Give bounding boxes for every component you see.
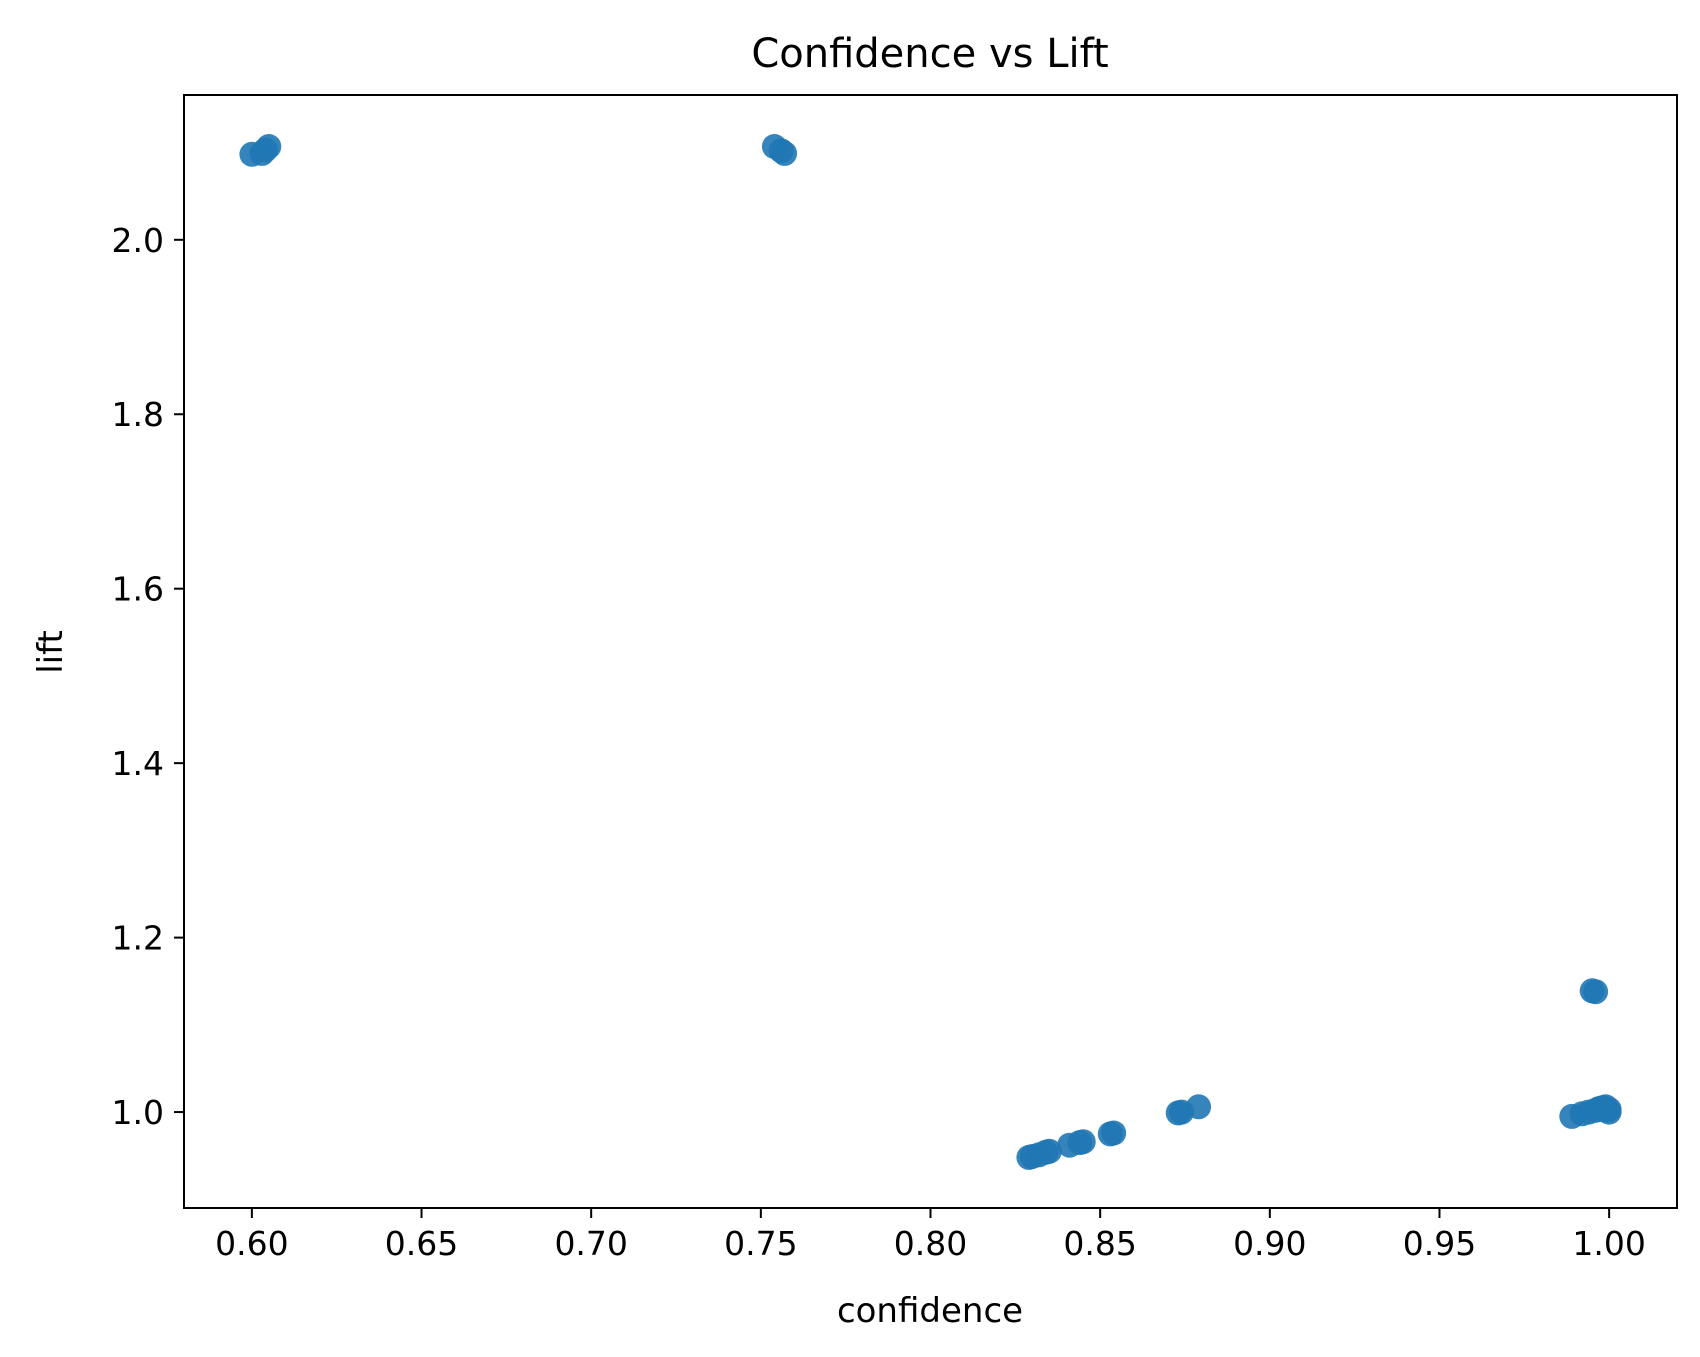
data-point [772, 140, 798, 166]
x-axis-label: confidence [837, 1291, 1023, 1331]
y-tick-label: 1.0 [112, 1093, 164, 1132]
x-tick-label: 0.75 [724, 1224, 797, 1263]
plot-area-frame [183, 94, 1678, 1209]
x-tick-label: 0.70 [554, 1224, 627, 1263]
y-tick-label: 2.0 [112, 221, 164, 260]
x-tick-label: 0.80 [894, 1224, 967, 1263]
y-tick-label: 1.2 [112, 919, 164, 958]
data-point [1036, 1138, 1062, 1164]
chart-title: Confidence vs Lift [751, 31, 1108, 77]
data-point [1583, 979, 1609, 1005]
y-tick-label: 1.4 [112, 744, 164, 783]
x-tick-label: 0.85 [1063, 1224, 1136, 1263]
markers-layer [239, 134, 1622, 1170]
data-point [1101, 1120, 1127, 1146]
y-axis-label: lift [31, 630, 71, 674]
y-tick-label: 1.8 [112, 395, 164, 434]
x-tick-label: 0.65 [385, 1224, 458, 1263]
y-tick-label: 1.6 [112, 570, 164, 609]
x-axis: 0.60 0.65 0.70 0.75 0.80 0.85 0.90 0.95 1.00 [215, 1208, 1646, 1263]
data-point [1596, 1096, 1622, 1122]
x-tick-label: 1.00 [1572, 1224, 1645, 1263]
y-axis: 1.0 1.2 1.4 1.6 1.8 2.0 [112, 221, 184, 1132]
x-tick-label: 0.95 [1403, 1224, 1476, 1263]
x-tick-label: 0.60 [215, 1224, 288, 1263]
data-point [1070, 1129, 1096, 1155]
x-tick-label: 0.90 [1233, 1224, 1306, 1263]
data-point [1186, 1094, 1212, 1120]
data-point [256, 134, 282, 159]
